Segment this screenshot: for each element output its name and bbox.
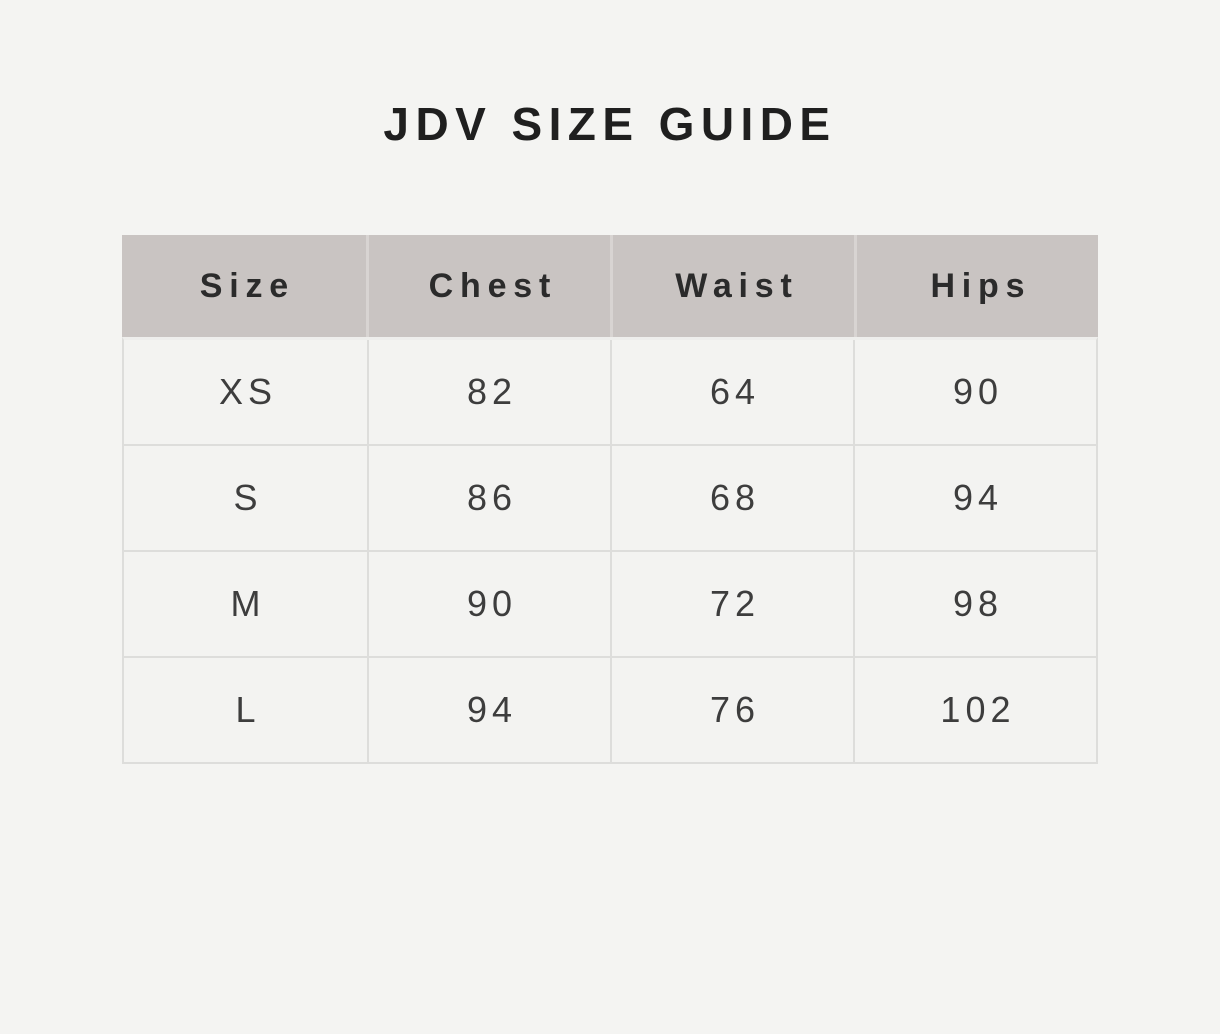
page-title: JDV SIZE GUIDE (383, 98, 837, 150)
header-cell-waist: Waist (610, 235, 854, 337)
cell-waist-value: 76 (610, 658, 853, 762)
cell-hips-value: 102 (853, 658, 1096, 762)
size-guide-table: Size Chest Waist Hips XS 82 64 90 S 86 6… (122, 235, 1098, 764)
cell-hips-value: 90 (853, 340, 1096, 444)
cell-size-label: S (124, 446, 367, 550)
cell-chest-value: 82 (367, 340, 610, 444)
cell-waist-value: 68 (610, 446, 853, 550)
table-row-s: S 86 68 94 (124, 444, 1096, 550)
cell-hips-value: 94 (853, 446, 1096, 550)
cell-chest-value: 90 (367, 552, 610, 656)
cell-waist-value: 72 (610, 552, 853, 656)
table-header-row: Size Chest Waist Hips (122, 235, 1098, 337)
cell-size-label: L (124, 658, 367, 762)
cell-chest-value: 86 (367, 446, 610, 550)
table-row-m: M 90 72 98 (124, 550, 1096, 656)
header-cell-chest: Chest (366, 235, 610, 337)
table-row-xs: XS 82 64 90 (124, 340, 1096, 444)
table-row-l: L 94 76 102 (124, 656, 1096, 762)
cell-size-label: M (124, 552, 367, 656)
cell-chest-value: 94 (367, 658, 610, 762)
cell-waist-value: 64 (610, 340, 853, 444)
cell-hips-value: 98 (853, 552, 1096, 656)
cell-size-label: XS (124, 340, 367, 444)
header-cell-hips: Hips (854, 235, 1098, 337)
table-body: XS 82 64 90 S 86 68 94 M 90 72 98 L 94 7… (122, 337, 1098, 764)
header-cell-size: Size (122, 235, 366, 337)
